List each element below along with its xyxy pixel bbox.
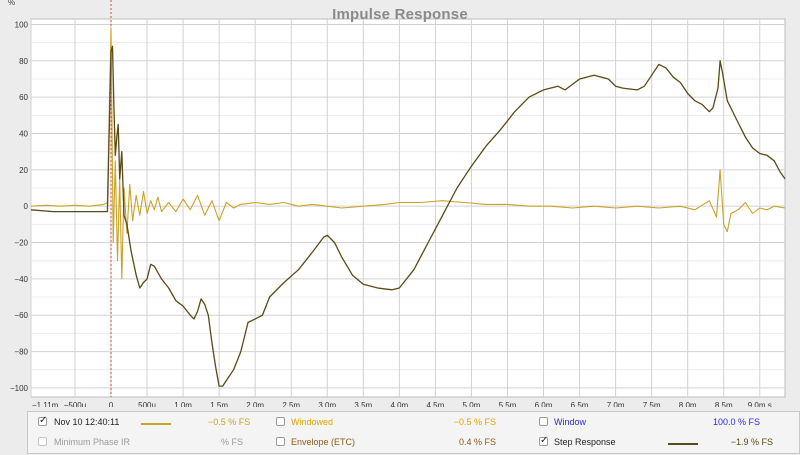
- impulse-response-chart: 100 80 60 40 20 0 −20 −40 −60 −80 −100 −1.11m −500u 0…: [8, 0, 786, 407]
- legend-checkbox-window[interactable]: [539, 417, 548, 426]
- x-tick-label: 6.5m: [571, 401, 589, 407]
- y-tick-label: 100: [15, 20, 29, 29]
- legend-checkbox-envelope[interactable]: [276, 437, 285, 446]
- x-tick-label: 500u: [138, 401, 156, 407]
- legend-value-window: 100.0 % FS: [712, 417, 760, 427]
- chart-title: Impulse Response: [332, 6, 468, 23]
- y-tick-label: −80: [14, 348, 28, 357]
- series-line-step-response: [30, 45, 786, 387]
- legend-label-measurement: Nov 10 12:40:11: [54, 417, 120, 427]
- y-tick-label: 20: [19, 166, 28, 175]
- legend-label-envelope: Envelope (ETC): [291, 437, 356, 447]
- checkmark-icon: ✓: [540, 435, 549, 446]
- legend-label-windowed: Windowed: [291, 417, 334, 427]
- legend-row: Minimum Phase IR % FS Envelope (ETC) 0.4…: [28, 433, 799, 453]
- x-tick-label: −1.11m: [32, 401, 59, 407]
- checkmark-icon: ✓: [39, 415, 48, 426]
- x-tick-label: 7.0m: [607, 401, 625, 407]
- legend-swatch-step-response: [668, 443, 698, 445]
- legend-value-measurement: −0.5 % FS: [208, 417, 251, 427]
- y-axis-unit: %: [8, 0, 16, 7]
- legend-checkbox-windowed[interactable]: [276, 417, 285, 426]
- legend-checkbox-step-response[interactable]: ✓: [539, 435, 549, 446]
- legend-value-envelope: 0.4 % FS: [458, 437, 496, 447]
- x-tick-label: 0: [109, 401, 114, 407]
- x-tick-label: 4.0m: [390, 401, 408, 407]
- series-line-impulse: [30, 27, 786, 280]
- x-tick-label: 2.0m: [246, 401, 264, 407]
- legend-checkbox-measurement[interactable]: ✓: [38, 415, 48, 426]
- y-tick-label: −20: [14, 239, 28, 248]
- legend-label-step-response: Step Response: [554, 437, 616, 447]
- x-tick-label: 3.0m: [318, 401, 336, 407]
- x-tick-label: 1.5m: [210, 401, 228, 407]
- legend-value-step-response: −1.9 % FS: [730, 437, 773, 447]
- x-tick-label: 8.0m: [679, 401, 697, 407]
- legend-label-window: Window: [554, 417, 587, 427]
- legend-panel: ✓ Nov 10 12:40:11 −0.5 % FS Windowed −0.…: [27, 411, 800, 454]
- y-tick-label: −40: [14, 275, 28, 284]
- x-tick-label: 7.5m: [643, 401, 661, 407]
- y-tick-label: 60: [19, 93, 28, 102]
- x-tick-label: 8.5m: [715, 401, 733, 407]
- x-tick-label: 2.5m: [282, 401, 300, 407]
- y-tick-label: 40: [19, 129, 28, 138]
- x-tick-label: 9.0m s: [748, 401, 772, 407]
- chart-plot: 100 80 60 40 20 0 −20 −40 −60 −80 −100 −1.11m −500u 0…: [10, 0, 786, 407]
- x-tick-label: 3.5m: [354, 401, 372, 407]
- legend-value-windowed: −0.5 % FS: [453, 417, 496, 427]
- y-tick-label: −100: [10, 384, 29, 393]
- y-tick-label: 0: [24, 202, 29, 211]
- y-tick-label: 80: [19, 57, 28, 66]
- legend-checkbox-minimum-phase[interactable]: [38, 437, 47, 446]
- x-tick-label: 5.5m: [499, 401, 517, 407]
- legend-value-minimum-phase: % FS: [220, 437, 243, 447]
- x-tick-label: 5.0m: [463, 401, 481, 407]
- legend-row: ✓ Nov 10 12:40:11 −0.5 % FS Windowed −0.…: [28, 413, 799, 433]
- x-tick-label: 1.0m: [174, 401, 192, 407]
- legend-swatch-measurement: [141, 423, 171, 425]
- y-tick-label: −60: [14, 311, 28, 320]
- x-tick-label: −500u: [64, 401, 86, 407]
- legend-label-minimum-phase: Minimum Phase IR: [54, 437, 131, 447]
- x-tick-label: 6.0m: [535, 401, 553, 407]
- x-tick-label: 4.5m: [426, 401, 444, 407]
